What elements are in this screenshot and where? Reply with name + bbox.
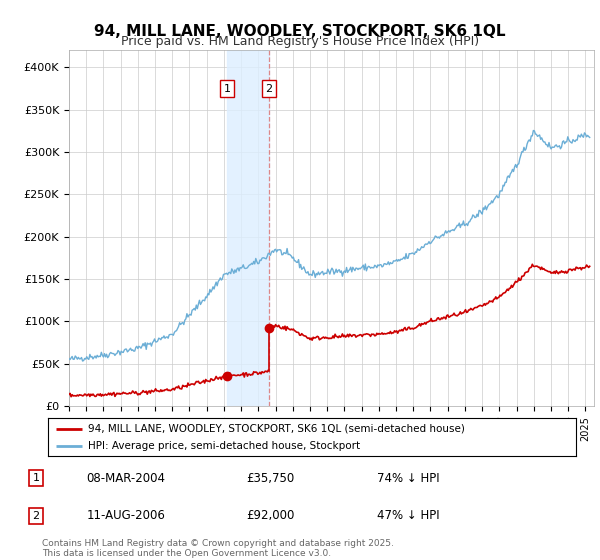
Text: 2: 2	[265, 83, 272, 94]
Text: 08-MAR-2004: 08-MAR-2004	[86, 472, 166, 484]
Text: Price paid vs. HM Land Registry's House Price Index (HPI): Price paid vs. HM Land Registry's House …	[121, 35, 479, 48]
Text: 74% ↓ HPI: 74% ↓ HPI	[377, 472, 439, 484]
Text: Contains HM Land Registry data © Crown copyright and database right 2025.
This d: Contains HM Land Registry data © Crown c…	[42, 539, 394, 558]
Text: 94, MILL LANE, WOODLEY, STOCKPORT, SK6 1QL (semi-detached house): 94, MILL LANE, WOODLEY, STOCKPORT, SK6 1…	[88, 423, 464, 433]
Text: 1: 1	[32, 473, 40, 483]
Bar	[227, 50, 269, 406]
Text: HPI: Average price, semi-detached house, Stockport: HPI: Average price, semi-detached house,…	[88, 441, 360, 451]
Text: 94, MILL LANE, WOODLEY, STOCKPORT, SK6 1QL: 94, MILL LANE, WOODLEY, STOCKPORT, SK6 1…	[94, 24, 506, 39]
Text: 1: 1	[224, 83, 230, 94]
Text: £35,750: £35,750	[246, 472, 294, 484]
Text: 11-AUG-2006: 11-AUG-2006	[86, 510, 166, 522]
Text: 47% ↓ HPI: 47% ↓ HPI	[377, 510, 439, 522]
Text: 2: 2	[32, 511, 40, 521]
Text: £92,000: £92,000	[246, 510, 294, 522]
